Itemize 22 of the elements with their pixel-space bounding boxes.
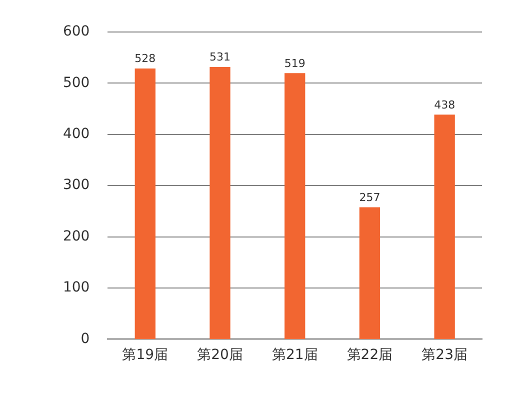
x-tick-label: 第21届 xyxy=(272,347,318,364)
y-tick-label: 0 xyxy=(80,330,90,347)
y-tick-label: 500 xyxy=(62,74,90,91)
x-tick-label: 第19届 xyxy=(122,347,168,364)
bar xyxy=(134,68,156,340)
data-label: 438 xyxy=(434,98,456,112)
data-label: 531 xyxy=(210,50,231,64)
y-tick-label: 300 xyxy=(62,177,90,194)
bar xyxy=(434,114,455,340)
data-label: 257 xyxy=(359,190,380,204)
x-tick-label: 第20届 xyxy=(197,347,243,364)
data-label: 528 xyxy=(134,52,156,66)
bar xyxy=(284,73,306,340)
y-tick-label: 200 xyxy=(62,228,90,244)
x-tick-label: 第23届 xyxy=(422,347,468,364)
y-tick-label: 600 xyxy=(62,24,90,40)
data-label: 519 xyxy=(284,56,306,70)
bar xyxy=(359,207,380,340)
x-tick-label: 第22届 xyxy=(346,347,393,364)
y-tick-label: 100 xyxy=(62,280,90,296)
y-tick-label: 400 xyxy=(62,126,90,142)
bar xyxy=(210,67,230,340)
